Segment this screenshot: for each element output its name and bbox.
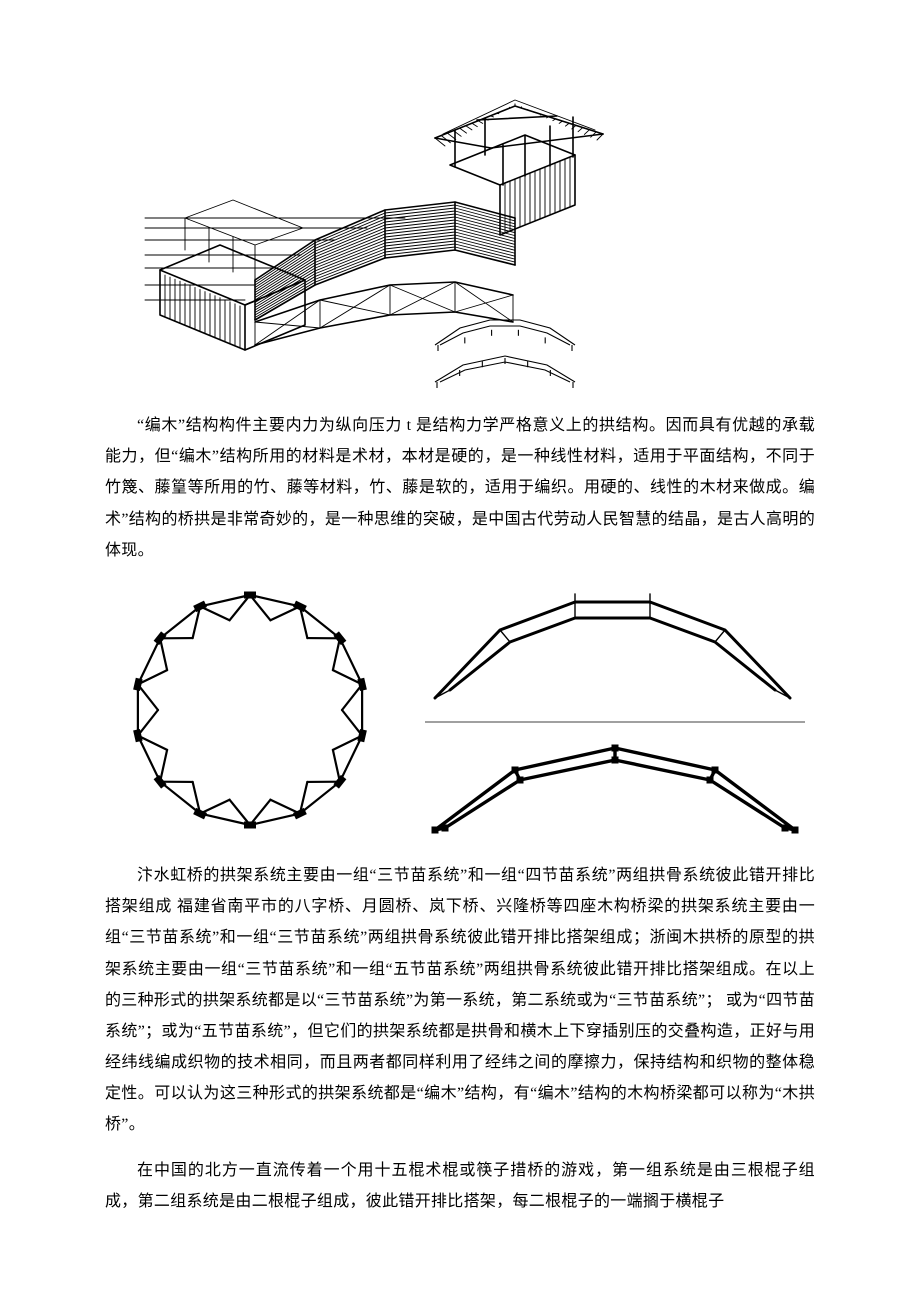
paragraph-3: 在中国的北方一直流传着一个用十五棍术棍或筷子措桥的游戏，第一组系统是由三根棍子组… bbox=[105, 1155, 815, 1217]
woven-ring-and-arches-figure bbox=[105, 580, 815, 840]
woven-ring-and-arches-svg bbox=[105, 580, 805, 840]
paragraph-1: “编木”结构构件主要内力为纵向压力 t 是结构力学严格意义上的拱结构。因而具有优… bbox=[105, 410, 815, 566]
bridge-axon-figure bbox=[105, 90, 815, 390]
paragraph-2: 汴水虹桥的拱架系统主要由一组“三节苗系统”和一组“四节苗系统”两组拱骨系统彼此错… bbox=[105, 860, 815, 1141]
bridge-axon-svg bbox=[105, 90, 605, 390]
